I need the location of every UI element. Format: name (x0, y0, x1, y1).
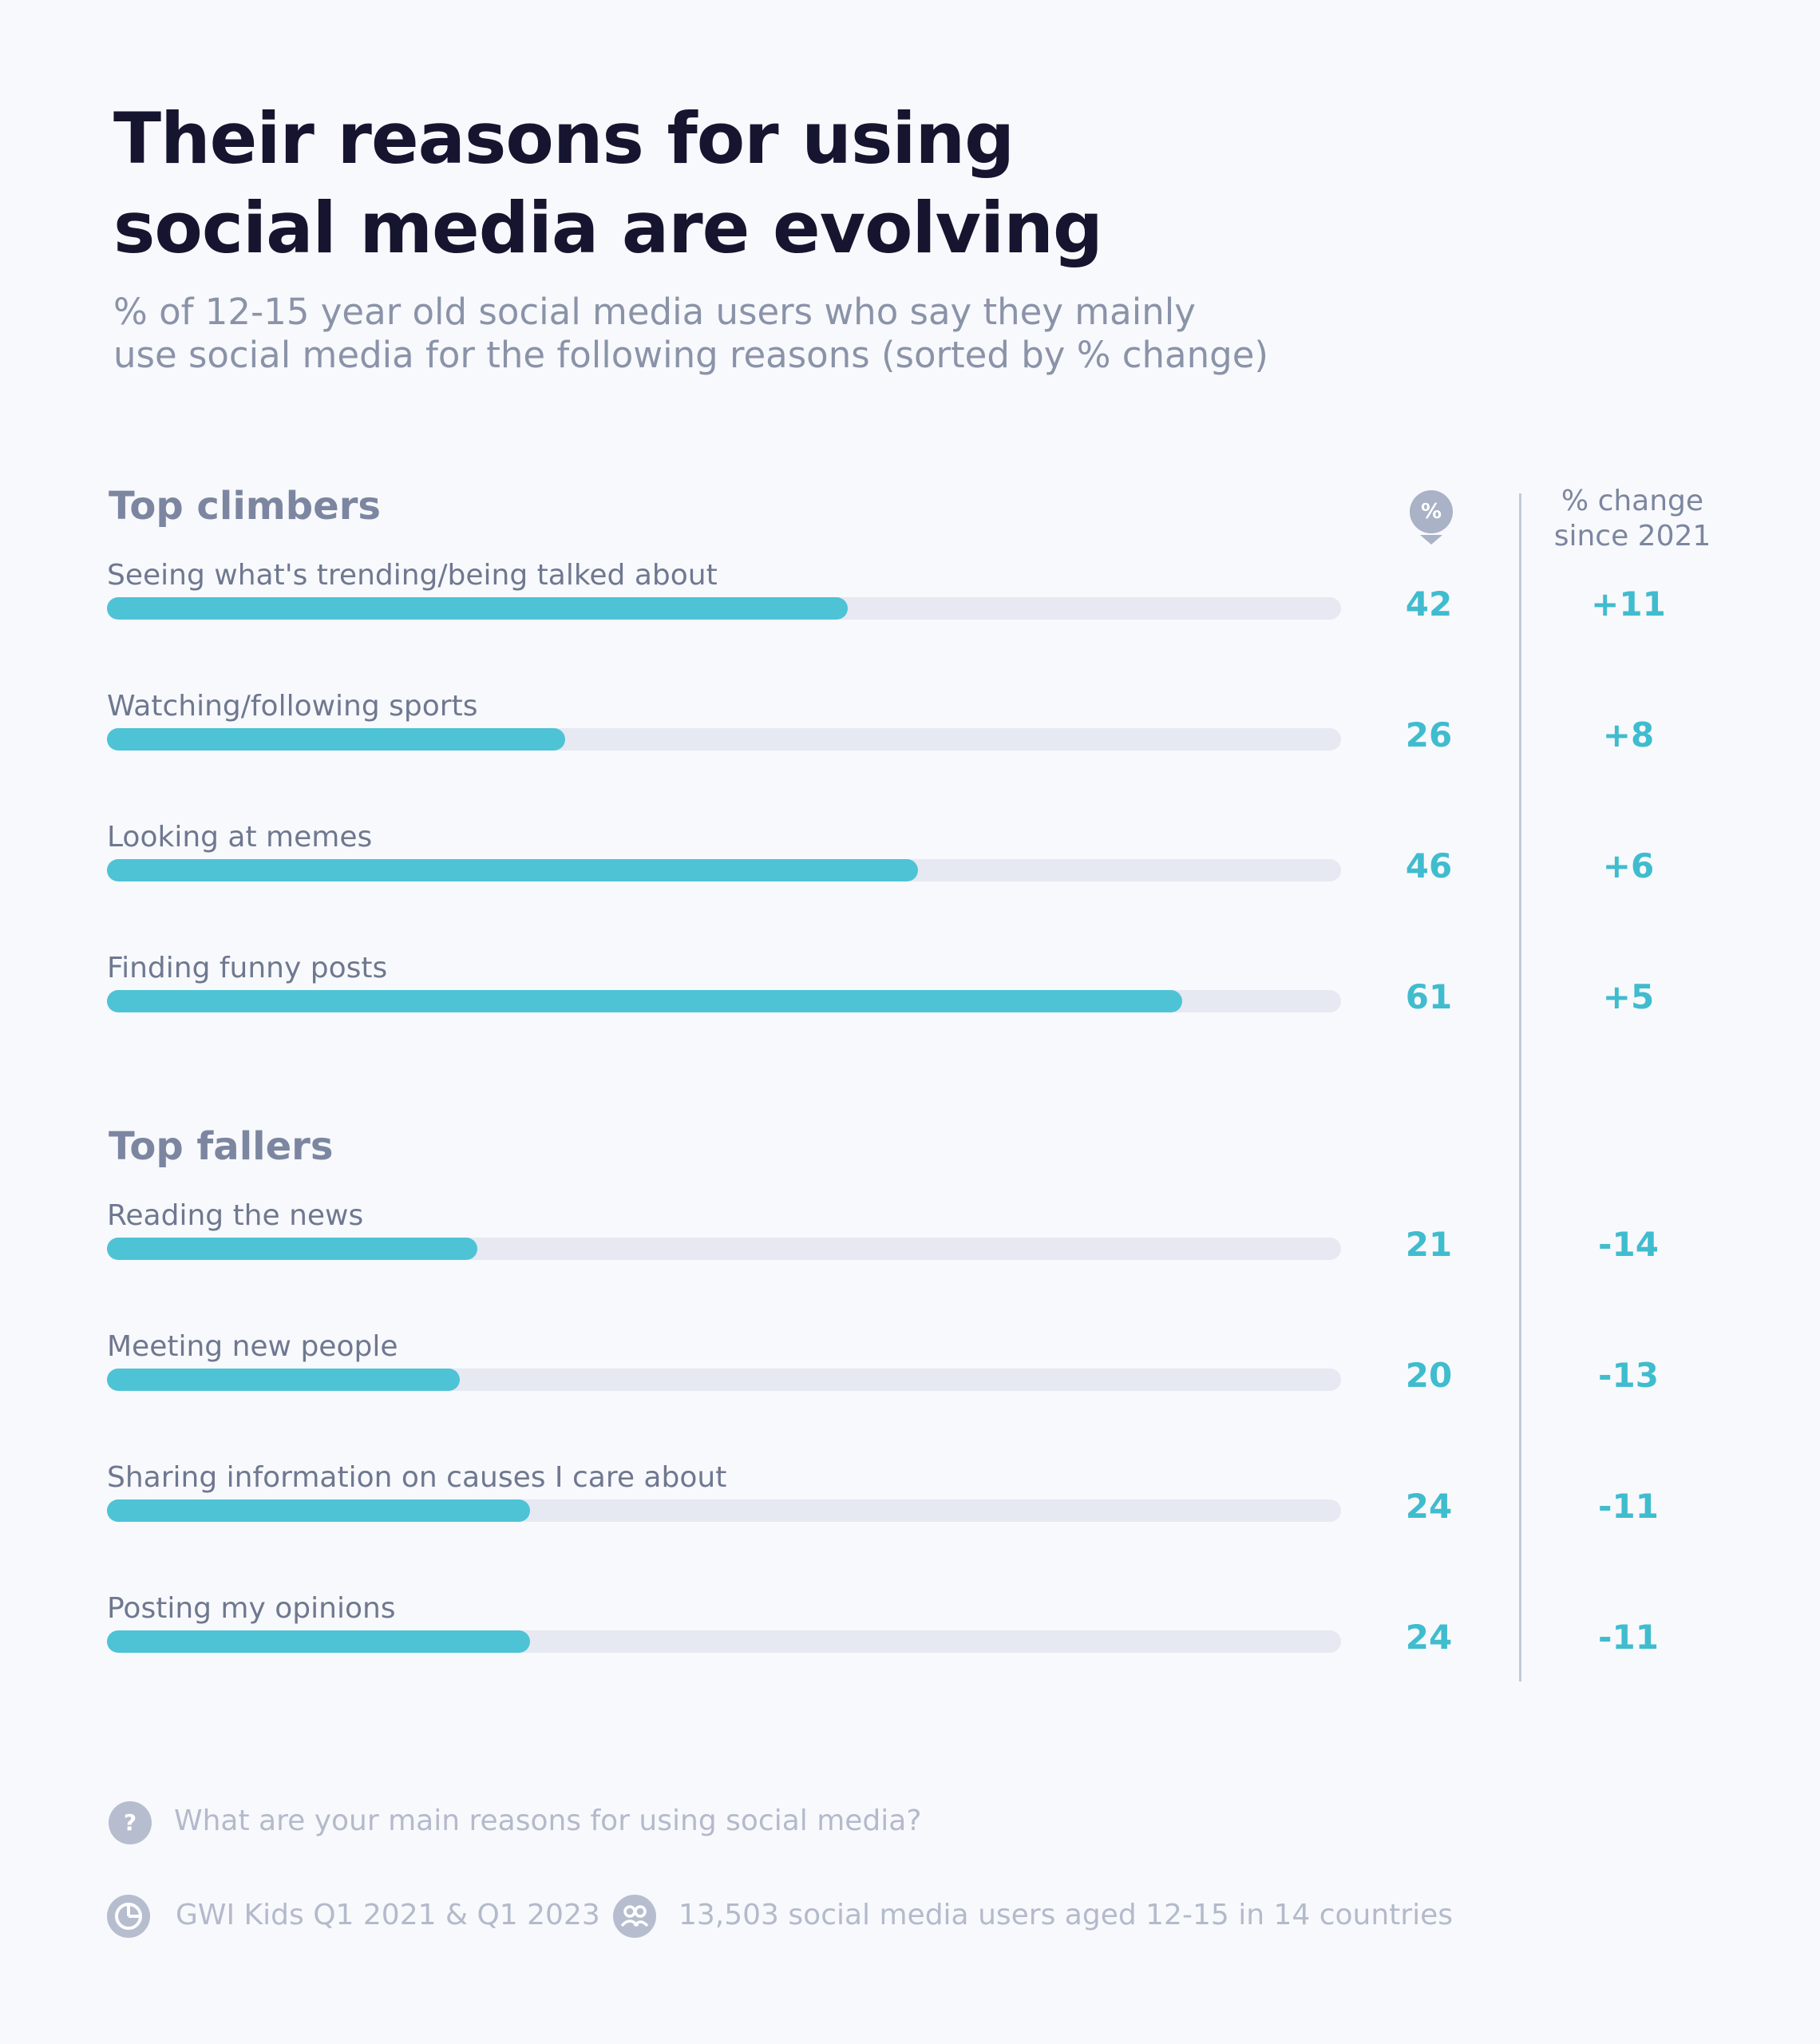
bar-track (107, 990, 1341, 1012)
bar (107, 728, 565, 751)
bar (107, 1238, 477, 1260)
subtitle-line-1: % of 12-15 year old social media users w… (113, 291, 1196, 333)
bar-value: 20 (1405, 1356, 1453, 1395)
bar-label: Posting my opinions (107, 1592, 396, 1625)
change-value: -13 (1598, 1356, 1659, 1395)
change-column-header: % change since 2021 (1521, 484, 1744, 554)
sort-caret-icon (1420, 535, 1442, 545)
bar (107, 859, 918, 881)
bar-value: 61 (1405, 977, 1453, 1016)
change-header-line-2: since 2021 (1553, 520, 1711, 553)
change-value: +8 (1602, 715, 1655, 755)
bar-label: Seeing what's trending/being talked abou… (107, 559, 718, 592)
chart-title: Their reasons for using social media are… (113, 94, 1311, 273)
bar-track (107, 1369, 1341, 1391)
section-heading: Top fallers (109, 1124, 334, 1169)
bar (107, 597, 848, 620)
column-divider (1519, 493, 1521, 1682)
bar (107, 1630, 530, 1653)
subtitle-line-2: use social media for the following reaso… (113, 334, 1268, 376)
data-source: GWI Kids Q1 2021 & Q1 2023 (176, 1899, 600, 1931)
bar-track (107, 597, 1341, 620)
people-icon (613, 1895, 656, 1938)
bar-label: Watching/following sports (107, 690, 478, 723)
survey-question: What are your main reasons for using soc… (174, 1804, 922, 1837)
section-heading: Top climbers (109, 484, 381, 529)
bar (107, 990, 1182, 1012)
bar-value: 24 (1405, 1487, 1453, 1526)
bar-track (107, 728, 1341, 751)
bar-track (107, 1238, 1341, 1260)
bar-value: 26 (1405, 715, 1453, 755)
change-value: -11 (1598, 1487, 1659, 1526)
chart-subtitle: % of 12-15 year old social media users w… (113, 291, 1470, 377)
pie-chart-icon (107, 1895, 150, 1938)
bar-label: Finding funny posts (107, 952, 388, 984)
question-icon: ? (109, 1801, 152, 1844)
bar (107, 1369, 460, 1391)
bar-value: 42 (1405, 584, 1453, 624)
change-value: -14 (1598, 1225, 1659, 1264)
change-value: -11 (1598, 1618, 1659, 1657)
bar-value: 46 (1405, 846, 1453, 885)
bar-track (107, 859, 1341, 881)
bar (107, 1499, 530, 1522)
bar-label: Reading the news (107, 1199, 364, 1232)
title-line-2: social media are evolving (113, 187, 1103, 269)
bar-value: 21 (1405, 1225, 1453, 1264)
bar-label: Meeting new people (107, 1330, 398, 1363)
percent-icon: % (1410, 490, 1453, 533)
bar-label: Sharing information on causes I care abo… (107, 1461, 727, 1494)
bar-label: Looking at memes (107, 821, 373, 854)
bar-value: 24 (1405, 1618, 1453, 1657)
bar-track (107, 1499, 1341, 1522)
change-value: +11 (1591, 584, 1666, 624)
sample-size: 13,503 social media users aged 12-15 in … (679, 1899, 1453, 1931)
bar-track (107, 1630, 1341, 1653)
change-value: +6 (1602, 846, 1655, 885)
title-line-1: Their reasons for using (113, 97, 1015, 180)
change-value: +5 (1602, 977, 1655, 1016)
change-header-line-1: % change (1561, 485, 1704, 517)
